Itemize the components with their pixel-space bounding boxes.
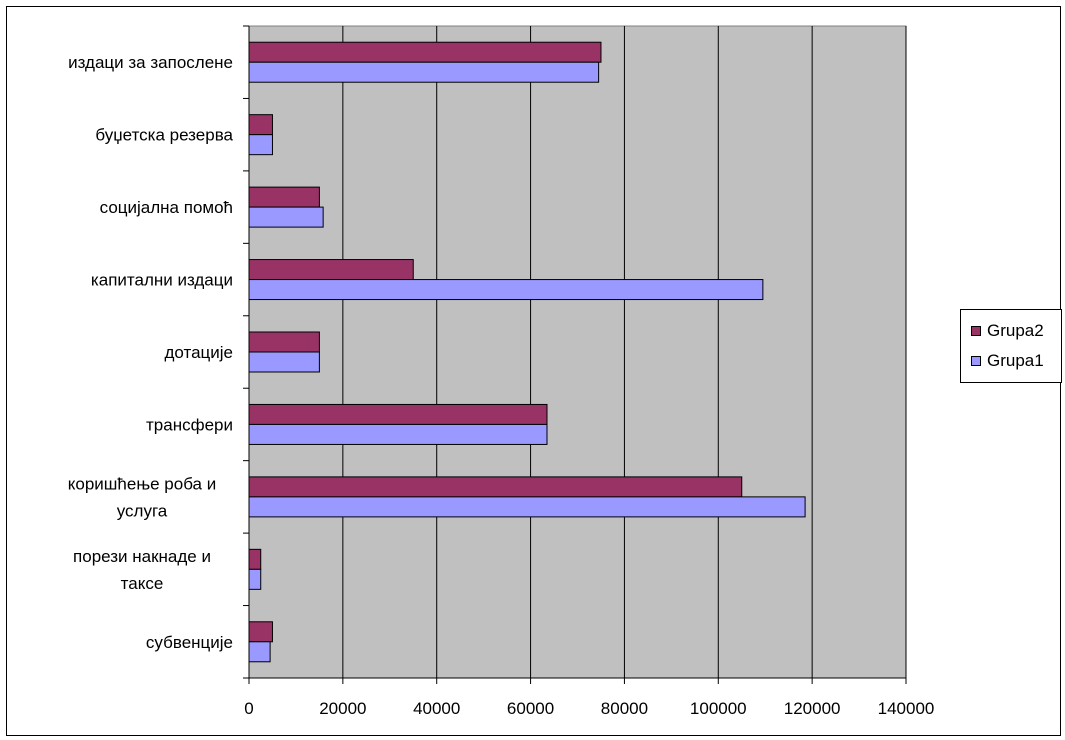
- category-label: дотације: [164, 343, 233, 362]
- bar-grupa1-1: [248, 134, 273, 156]
- gridlines: [342, 26, 907, 678]
- category-label: издаци за запослене: [68, 53, 233, 72]
- legend-swatch-grupa2: [971, 326, 981, 336]
- x-tick-label: 60000: [507, 699, 554, 718]
- bar-grupa2-7: [248, 548, 262, 570]
- legend-item-grupa2: Grupa2: [971, 320, 1044, 342]
- category-label: социјална помоћ: [100, 198, 233, 217]
- bar-grupa1-6: [248, 496, 806, 518]
- category-label: капитални издаци: [91, 271, 233, 290]
- legend-item-grupa1: Grupa1: [971, 350, 1044, 372]
- legend-label-grupa1: Grupa1: [987, 351, 1044, 370]
- category-label: порези накнаде и: [73, 547, 211, 566]
- bar-grupa2-3: [248, 259, 414, 281]
- x-tick-label: 0: [244, 699, 253, 718]
- x-tick-label: 140000: [878, 699, 935, 718]
- plot-area: [248, 25, 907, 679]
- bar-grupa1-8: [248, 641, 271, 663]
- legend-label-grupa2: Grupa2: [987, 321, 1044, 340]
- bar-grupa2-8: [248, 621, 273, 643]
- bar-grupa2-4: [248, 331, 320, 353]
- bar-grupa2-6: [248, 476, 743, 498]
- x-tick-label: 80000: [601, 699, 648, 718]
- bar-grupa2-0: [248, 41, 602, 63]
- bars: [248, 41, 806, 663]
- bar-grupa1-0: [248, 61, 600, 83]
- category-label: таксе: [121, 574, 164, 593]
- bar-grupa1-7: [248, 568, 262, 590]
- category-label: субвенције: [146, 633, 233, 652]
- bar-grupa2-1: [248, 114, 273, 136]
- category-label: коришћење роба и: [68, 474, 217, 493]
- category-label: буџетска резерва: [95, 126, 233, 145]
- bar-grupa2-2: [248, 186, 320, 208]
- axes: [243, 25, 907, 684]
- category-label: услуга: [117, 501, 168, 520]
- bar-grupa1-4: [248, 351, 320, 373]
- bar-grupa1-3: [248, 279, 764, 301]
- legend: Grupa2 Grupa1: [960, 309, 1062, 383]
- x-tick-label: 120000: [784, 699, 841, 718]
- labels: 0 20000 40000 60000 80000 100000 120000 140000 и…: [68, 53, 935, 718]
- bar-grupa1-5: [248, 423, 548, 445]
- bar-grupa2-5: [248, 403, 548, 425]
- x-tick-label: 100000: [690, 699, 747, 718]
- bar-grupa1-2: [248, 206, 324, 228]
- legend-swatch-grupa1: [971, 356, 981, 366]
- category-label: трансфери: [146, 415, 233, 434]
- x-tick-label: 40000: [413, 699, 460, 718]
- x-tick-label: 20000: [319, 699, 366, 718]
